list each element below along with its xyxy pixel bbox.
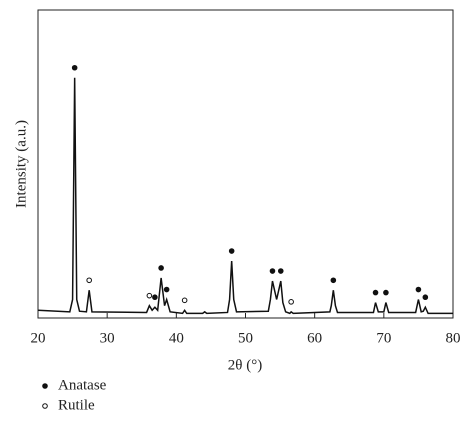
legend-label: Anatase: [58, 377, 107, 393]
legend-marker: [42, 383, 48, 389]
phase-marker: [269, 268, 276, 274]
phase-marker: [277, 268, 284, 274]
x-tick-label: 30: [100, 330, 115, 346]
x-tick-label: 50: [238, 330, 253, 346]
phase-marker: [163, 286, 170, 293]
phase-marker: [146, 292, 153, 299]
x-tick-label: 70: [376, 330, 391, 346]
x-axis-label: 2θ (°): [228, 357, 262, 373]
phase-marker: [372, 289, 379, 296]
phase-marker: [330, 277, 337, 284]
phase-marker: [158, 265, 164, 271]
plot-frame: [37, 9, 454, 319]
x-tick-label: 60: [307, 330, 322, 346]
x-tick-label: 20: [31, 330, 46, 346]
phase-marker: [71, 64, 78, 71]
phase-marker: [288, 299, 294, 305]
xrd-curve: [37, 77, 453, 315]
x-tick-label: 80: [446, 330, 461, 346]
phase-marker: [228, 248, 235, 254]
legend-marker: [42, 403, 48, 409]
y-axis-label: Intensity (a.u.): [13, 120, 29, 208]
phase-marker: [422, 294, 429, 301]
phase-marker: [86, 277, 92, 284]
phase-marker: [383, 289, 389, 296]
phase-marker: [152, 294, 158, 301]
phase-marker: [181, 297, 188, 304]
legend-label: Rutile: [58, 397, 95, 413]
x-tick-label: 40: [169, 330, 184, 346]
phase-marker: [415, 286, 422, 293]
